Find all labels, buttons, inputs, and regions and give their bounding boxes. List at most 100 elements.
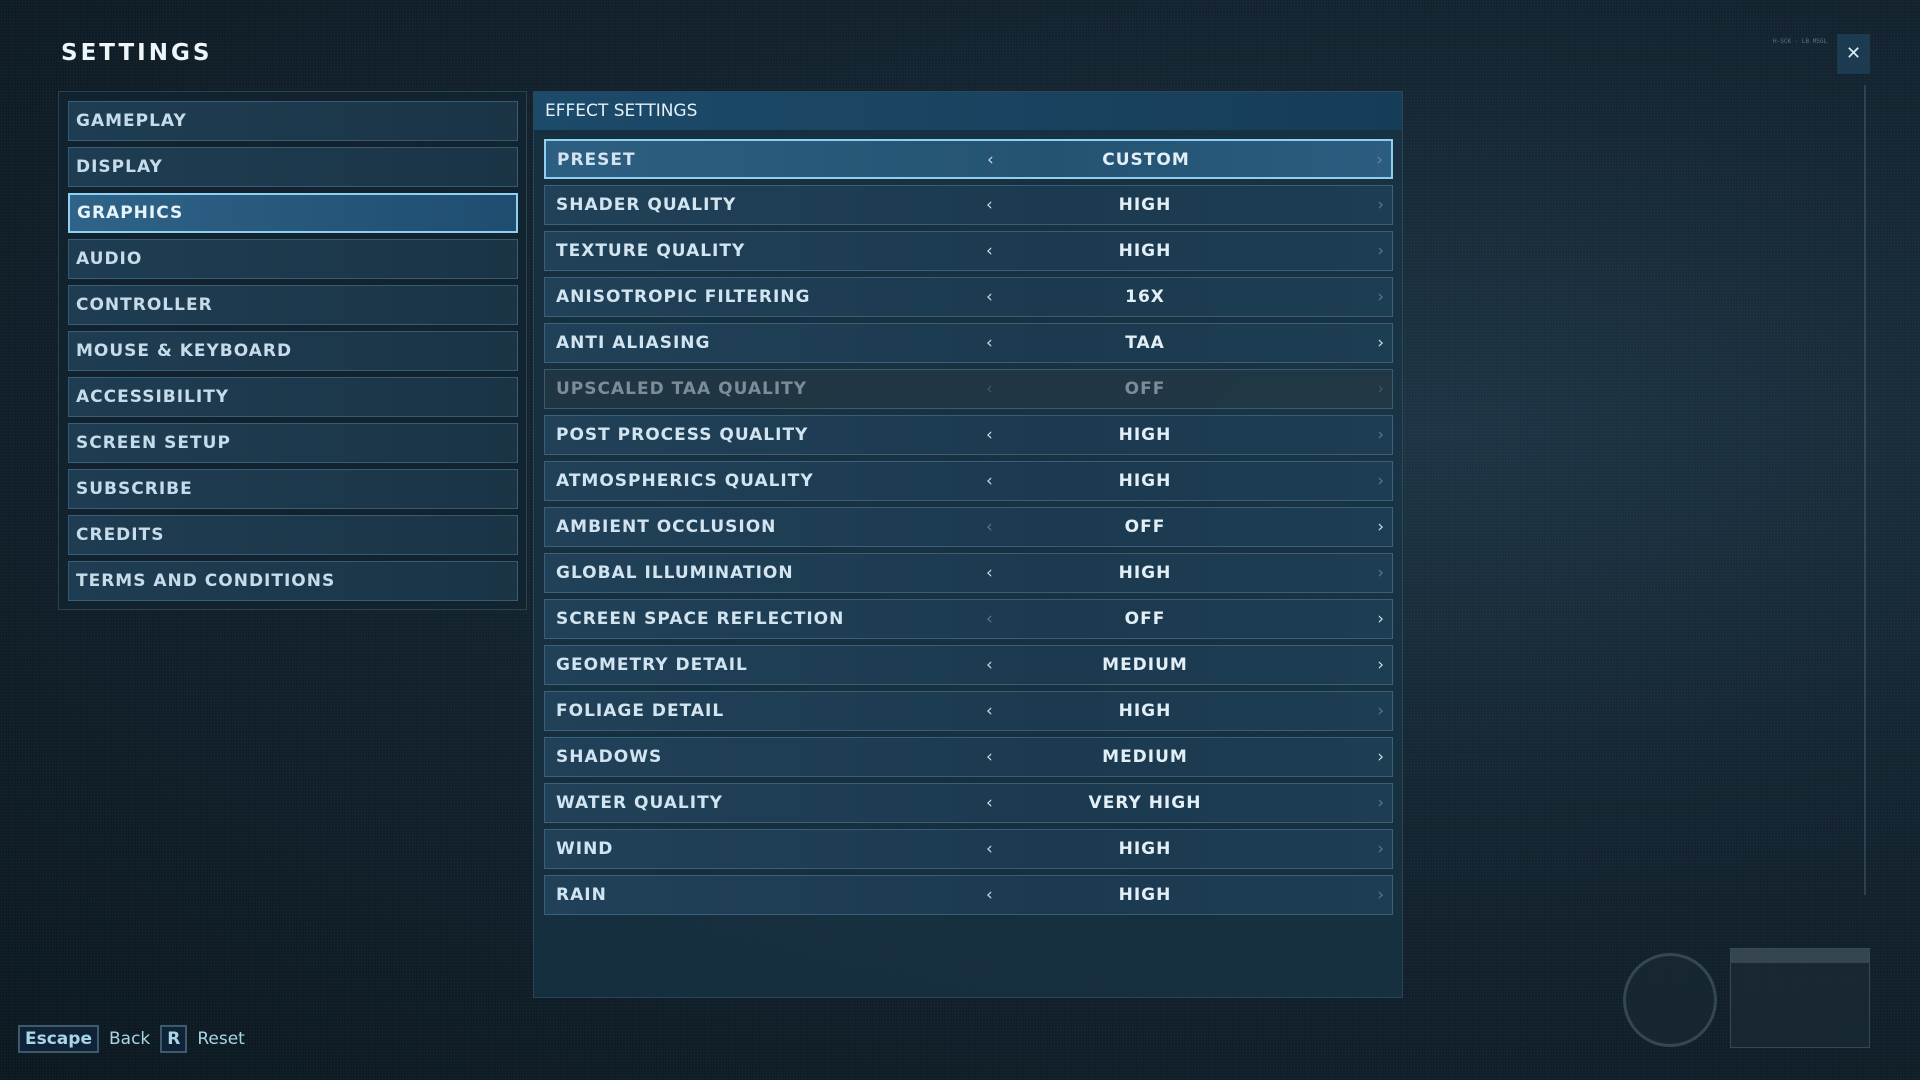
chevron-right-icon[interactable]: › bbox=[1377, 747, 1384, 767]
chevron-left-icon[interactable]: ‹ bbox=[986, 425, 993, 445]
chevron-left-icon[interactable]: ‹ bbox=[986, 379, 993, 399]
hud-decoration-panel bbox=[1730, 948, 1870, 1048]
setting-value: MEDIUM bbox=[1102, 655, 1188, 675]
setting-value: MEDIUM bbox=[1102, 747, 1188, 767]
chevron-left-icon[interactable]: ‹ bbox=[986, 195, 993, 215]
setting-value: HIGH bbox=[1118, 241, 1172, 261]
chevron-left-icon[interactable]: ‹ bbox=[986, 241, 993, 261]
setting-value: TAA bbox=[1125, 333, 1165, 353]
setting-label: GEOMETRY DETAIL bbox=[556, 655, 748, 675]
setting-row-anti-aliasing[interactable]: ANTI ALIASING ‹ TAA › bbox=[544, 323, 1393, 363]
panel-header: EFFECT SETTINGS bbox=[534, 92, 1402, 130]
sidebar-item-mouse-keyboard[interactable]: MOUSE & KEYBOARD bbox=[68, 331, 518, 371]
setting-row-water-quality[interactable]: WATER QUALITY ‹ VERY HIGH › bbox=[544, 783, 1393, 823]
setting-value: 16X bbox=[1125, 287, 1165, 307]
setting-label: TEXTURE QUALITY bbox=[556, 241, 746, 261]
chevron-right-icon[interactable]: › bbox=[1377, 609, 1384, 629]
chevron-left-icon[interactable]: ‹ bbox=[986, 839, 993, 859]
setting-row-foliage-detail[interactable]: FOLIAGE DETAIL ‹ HIGH › bbox=[544, 691, 1393, 731]
sidebar-item-gameplay[interactable]: GAMEPLAY bbox=[68, 101, 518, 141]
chevron-right-icon[interactable]: › bbox=[1376, 150, 1383, 170]
sidebar-item-display[interactable]: DISPLAY bbox=[68, 147, 518, 187]
escape-key-button[interactable]: Escape bbox=[18, 1025, 99, 1053]
setting-row-global-illumination[interactable]: GLOBAL ILLUMINATION ‹ HIGH › bbox=[544, 553, 1393, 593]
setting-row-wind[interactable]: WIND ‹ HIGH › bbox=[544, 829, 1393, 869]
chevron-left-icon[interactable]: ‹ bbox=[986, 747, 993, 767]
setting-row-ambient-occlusion[interactable]: AMBIENT OCCLUSION ‹ OFF › bbox=[544, 507, 1393, 547]
setting-label: UPSCALED TAA QUALITY bbox=[556, 379, 808, 399]
exit-fullscreen-button[interactable]: ✕ bbox=[1837, 34, 1870, 74]
chevron-left-icon[interactable]: ‹ bbox=[986, 885, 993, 905]
sidebar-item-credits[interactable]: CREDITS bbox=[68, 515, 518, 555]
setting-value: CUSTOM bbox=[1102, 150, 1190, 170]
setting-row-anisotropic-filtering[interactable]: ANISOTROPIC FILTERING ‹ 16X › bbox=[544, 277, 1393, 317]
setting-row-screen-space-reflection[interactable]: SCREEN SPACE REFLECTION ‹ OFF › bbox=[544, 599, 1393, 639]
chevron-left-icon[interactable]: ‹ bbox=[987, 150, 994, 170]
chevron-right-icon[interactable]: › bbox=[1377, 287, 1384, 307]
chevron-right-icon[interactable]: › bbox=[1377, 379, 1384, 399]
setting-row-shader-quality[interactable]: SHADER QUALITY ‹ HIGH › bbox=[544, 185, 1393, 225]
effect-settings-panel: EFFECT SETTINGS PRESET ‹ CUSTOM › SHADER QUA… bbox=[533, 91, 1403, 998]
setting-label: AMBIENT OCCLUSION bbox=[556, 517, 777, 537]
back-label[interactable]: Back bbox=[108, 1029, 151, 1049]
chevron-left-icon[interactable]: ‹ bbox=[986, 609, 993, 629]
setting-label: RAIN bbox=[556, 885, 607, 905]
setting-row-rain[interactable]: RAIN ‹ HIGH › bbox=[544, 875, 1393, 915]
chevron-left-icon[interactable]: ‹ bbox=[986, 471, 993, 491]
chevron-left-icon[interactable]: ‹ bbox=[986, 655, 993, 675]
chevron-right-icon[interactable]: › bbox=[1377, 839, 1384, 859]
setting-value: HIGH bbox=[1118, 839, 1172, 859]
setting-value: OFF bbox=[1124, 609, 1166, 629]
setting-row-preset[interactable]: PRESET ‹ CUSTOM › bbox=[544, 139, 1393, 179]
sidebar-item-subscribe[interactable]: SUBSCRIBE bbox=[68, 469, 518, 509]
chevron-left-icon[interactable]: ‹ bbox=[986, 563, 993, 583]
chevron-right-icon[interactable]: › bbox=[1377, 333, 1384, 353]
chevron-right-icon[interactable]: › bbox=[1377, 425, 1384, 445]
chevron-right-icon[interactable]: › bbox=[1377, 471, 1384, 491]
chevron-right-icon[interactable]: › bbox=[1377, 701, 1384, 721]
setting-label: WATER QUALITY bbox=[556, 793, 723, 813]
sidebar-item-audio[interactable]: AUDIO bbox=[68, 239, 518, 279]
setting-label: ATMOSPHERICS QUALITY bbox=[556, 471, 814, 491]
footer-hints: Escape Back R Reset bbox=[18, 1025, 245, 1053]
setting-label: ANISOTROPIC FILTERING bbox=[556, 287, 811, 307]
setting-label: SCREEN SPACE REFLECTION bbox=[556, 609, 845, 629]
chevron-right-icon[interactable]: › bbox=[1377, 563, 1384, 583]
setting-row-atmospherics-quality[interactable]: ATMOSPHERICS QUALITY ‹ HIGH › bbox=[544, 461, 1393, 501]
chevron-left-icon[interactable]: ‹ bbox=[986, 793, 993, 813]
reset-label[interactable]: Reset bbox=[197, 1029, 245, 1049]
collapse-fullscreen-icon: ✕ bbox=[1845, 43, 1862, 64]
setting-value: HIGH bbox=[1118, 885, 1172, 905]
setting-label: SHADER QUALITY bbox=[556, 195, 737, 215]
reset-key-button[interactable]: R bbox=[160, 1025, 188, 1053]
setting-value: HIGH bbox=[1118, 471, 1172, 491]
sidebar-item-controller[interactable]: CONTROLLER bbox=[68, 285, 518, 325]
setting-label: SHADOWS bbox=[556, 747, 663, 767]
chevron-left-icon[interactable]: ‹ bbox=[986, 287, 993, 307]
chevron-right-icon[interactable]: › bbox=[1377, 195, 1384, 215]
setting-label: PRESET bbox=[557, 150, 636, 170]
setting-row-geometry-detail[interactable]: GEOMETRY DETAIL ‹ MEDIUM › bbox=[544, 645, 1393, 685]
setting-row-upscaled-taa-quality[interactable]: UPSCALED TAA QUALITY ‹ OFF › bbox=[544, 369, 1393, 409]
page-title: SETTINGS bbox=[61, 40, 213, 66]
sidebar-item-accessibility[interactable]: ACCESSIBILITY bbox=[68, 377, 518, 417]
setting-row-shadows[interactable]: SHADOWS ‹ MEDIUM › bbox=[544, 737, 1393, 777]
setting-value: HIGH bbox=[1118, 701, 1172, 721]
sidebar-item-terms-and-conditions[interactable]: TERMS AND CONDITIONS bbox=[68, 561, 518, 601]
chevron-right-icon[interactable]: › bbox=[1377, 885, 1384, 905]
chevron-left-icon[interactable]: ‹ bbox=[986, 517, 993, 537]
setting-row-texture-quality[interactable]: TEXTURE QUALITY ‹ HIGH › bbox=[544, 231, 1393, 271]
setting-label: GLOBAL ILLUMINATION bbox=[556, 563, 794, 583]
chevron-right-icon[interactable]: › bbox=[1377, 655, 1384, 675]
chevron-right-icon[interactable]: › bbox=[1377, 517, 1384, 537]
chevron-right-icon[interactable]: › bbox=[1377, 793, 1384, 813]
chevron-right-icon[interactable]: › bbox=[1377, 241, 1384, 261]
setting-label: POST PROCESS QUALITY bbox=[556, 425, 809, 445]
setting-value: HIGH bbox=[1118, 195, 1172, 215]
sidebar-item-graphics[interactable]: GRAPHICS bbox=[68, 193, 518, 233]
setting-label: WIND bbox=[556, 839, 614, 859]
chevron-left-icon[interactable]: ‹ bbox=[986, 701, 993, 721]
sidebar-item-screen-setup[interactable]: SCREEN SETUP bbox=[68, 423, 518, 463]
chevron-left-icon[interactable]: ‹ bbox=[986, 333, 993, 353]
setting-row-post-process-quality[interactable]: POST PROCESS QUALITY ‹ HIGH › bbox=[544, 415, 1393, 455]
